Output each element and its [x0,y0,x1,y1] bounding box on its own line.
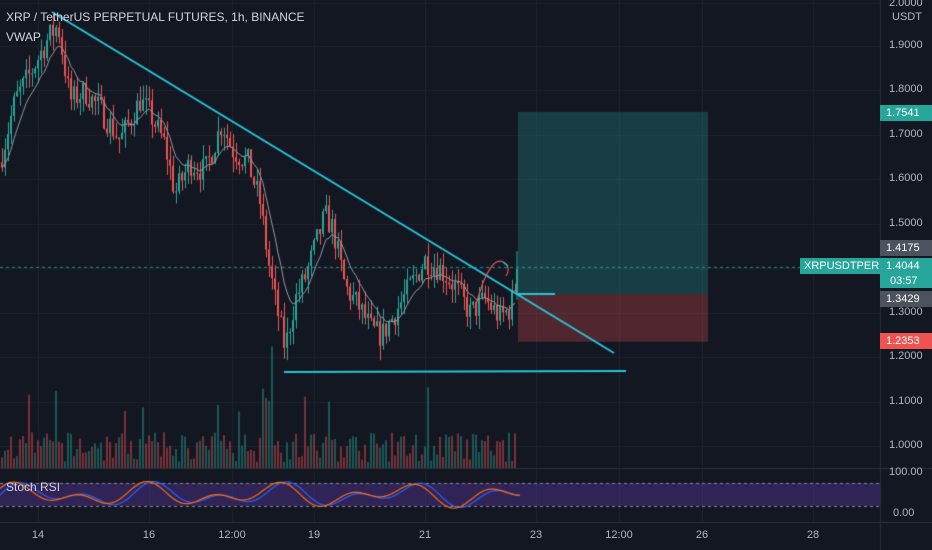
time-tick: 16 [142,529,156,541]
time-tick: 21 [418,529,432,541]
time-tick: 12:00 [605,529,633,541]
time-tick: 23 [529,529,543,541]
price-tick: 1.3000 [889,306,923,318]
price-tick: 1.5000 [889,217,923,229]
time-tick: 28 [806,529,820,541]
symbol-badge: XRPUSDTPERP [800,258,891,274]
time-tick: 26 [695,529,709,541]
price-tick: 1.7000 [889,128,923,140]
time-tick: 14 [31,529,45,541]
price-tick: 2.0000 [889,0,923,9]
stoch-tick: 100.00 [889,466,923,478]
target-price-badge: 1.7541 [880,105,932,121]
price-tick: 1.0000 [889,439,923,451]
vwap-indicator-label[interactable]: VWAP [6,30,41,44]
stoch-tick: 0.00 [893,507,915,519]
price-tick: 1.8000 [889,83,923,95]
bar-countdown-badge: 03:57 [880,274,932,288]
price-tick: 1.1000 [889,395,923,407]
price-tick: 1.6000 [889,172,923,184]
upper-price-badge: 1.4175 [880,240,932,256]
time-tick: 19 [307,529,321,541]
chart-title: XRP / TetherUS PERPETUAL FUTURES, 1h, BI… [6,10,305,24]
last-price-badge: 1.4044 [880,258,932,274]
price-tick: 1.2000 [889,350,923,362]
stoch-rsi-indicator-label[interactable]: Stoch RSI [6,480,61,494]
stop-price-badge: 1.2353 [880,333,932,349]
entry-price-badge: 1.3429 [880,291,932,307]
price-unit-label: USDT [892,11,922,23]
time-tick: 12:00 [218,529,246,541]
price-tick: 1.9000 [889,39,923,51]
